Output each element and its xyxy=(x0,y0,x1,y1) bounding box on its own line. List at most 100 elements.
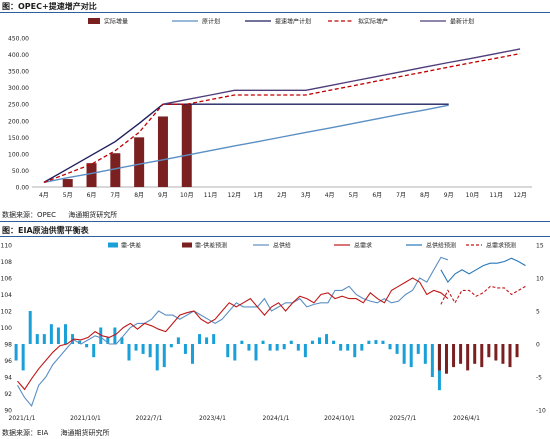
legend-label: 实际增量 xyxy=(104,18,128,26)
legend-label: 总供给预测 xyxy=(426,242,456,250)
legend-label: 总需求预测 xyxy=(486,242,516,250)
bar-series-0 xyxy=(63,324,67,344)
bar-series-1 xyxy=(515,344,519,358)
y-tick-label: 200.00 xyxy=(8,118,29,125)
bottom-header-rule xyxy=(0,236,550,237)
x-tick-label: 12月 xyxy=(513,192,527,199)
y-tick-label: 110 xyxy=(1,243,13,250)
bar-series-0 xyxy=(275,344,279,351)
bar-series-0 xyxy=(99,327,103,344)
x-tick-label: 8月 xyxy=(420,192,430,199)
bottom-source-label: 数据来源：EIA xyxy=(2,429,49,437)
bar-series-0 xyxy=(374,340,378,344)
bar-series-0 xyxy=(346,344,350,351)
eia-chart: 90 92 94 96 98 100 102 104 106 108 110 -10 -5 0 5 10 15 2… xyxy=(1,242,546,423)
bar-actual-increase xyxy=(110,153,121,187)
y-tick-label: 50.00 xyxy=(12,168,29,175)
x-tick-label: 2022/7/1 xyxy=(136,415,163,422)
x-tick-label: 1月 xyxy=(253,192,263,199)
line-series-1 xyxy=(43,104,449,184)
bar-series-0 xyxy=(120,337,124,344)
bar-series-1 xyxy=(480,344,484,368)
x-tick-label: 6月 xyxy=(87,192,97,199)
x-tick-label: 10月 xyxy=(466,192,480,199)
x-tick-label: 4月 xyxy=(39,192,49,199)
bar-series-0 xyxy=(28,311,32,344)
bar-series-0 xyxy=(416,344,420,354)
bar-series-0 xyxy=(296,344,300,351)
y2-tick-label: 5 xyxy=(536,309,540,316)
bar-series-1 xyxy=(452,344,456,368)
line-series-5 xyxy=(440,285,526,305)
top-title-rule xyxy=(0,12,550,13)
bar-actual-increase xyxy=(157,116,168,187)
x-tick-label: 11月 xyxy=(204,192,218,199)
top-source-label: 数据来源：OPEC xyxy=(2,211,57,219)
bar-series-0 xyxy=(430,344,434,377)
bar-series-0 xyxy=(113,327,117,344)
x-tick-label: 2026/4/1 xyxy=(453,415,480,422)
y-tick-label: 106 xyxy=(1,276,13,283)
bar-series-1 xyxy=(466,344,470,371)
x-tick-label: 12月 xyxy=(228,192,242,199)
bottom-source-org: 海通期货研究所 xyxy=(60,429,110,437)
y-tick-label: 100.00 xyxy=(8,151,29,158)
bar-series-0 xyxy=(42,334,46,344)
bar-series-0 xyxy=(268,344,272,351)
x-tick-label: 7月 xyxy=(396,192,406,199)
bar-series-0 xyxy=(317,337,321,344)
bar-series-0 xyxy=(85,344,89,348)
bar-series-0 xyxy=(332,340,336,344)
legend-label: 最新计划 xyxy=(450,18,474,26)
x-tick-label: 9月 xyxy=(444,192,454,199)
x-tick-label: 2025/7/1 xyxy=(390,415,417,422)
bar-series-0 xyxy=(339,344,343,351)
x-tick-label: 2021/10/1 xyxy=(70,415,101,422)
bar-series-0 xyxy=(240,340,244,344)
bar-series-1 xyxy=(459,344,463,364)
bar-series-0 xyxy=(367,340,371,344)
bar-series-0 xyxy=(402,344,406,364)
y2-tick-label: -5 xyxy=(536,375,542,382)
bar-series-1 xyxy=(508,344,512,368)
y-tick-label: 0.00 xyxy=(16,185,30,192)
bar-series-1 xyxy=(494,344,498,361)
bar-series-0 xyxy=(303,344,307,358)
y-tick-label: 250.00 xyxy=(8,102,29,109)
y-tick-label: 300.00 xyxy=(8,85,29,92)
legend-label: 需-供差预测 xyxy=(195,242,227,250)
bar-series-0 xyxy=(282,344,286,350)
y-tick-label: 92 xyxy=(4,391,12,398)
y2-tick-label: 0 xyxy=(536,342,540,349)
legend-label: 总供给 xyxy=(273,242,291,250)
y-tick-label: 98 xyxy=(4,342,12,349)
x-tick-label: 2021/1/1 xyxy=(9,415,36,422)
bar-series-0 xyxy=(56,327,60,344)
bar-series-0 xyxy=(261,340,265,344)
bar-series-0 xyxy=(198,334,202,344)
x-tick-label: 2024/10/1 xyxy=(324,415,355,422)
bar-series-0 xyxy=(254,344,258,361)
bar-series-0 xyxy=(162,344,166,368)
bar-series-0 xyxy=(127,344,131,361)
bottom-chart-title: 图：EIA原油供需平衡表 xyxy=(2,226,89,235)
legend-label: 提速增产计划 xyxy=(275,18,311,26)
legend-label: 原计划 xyxy=(202,18,220,26)
bar-series-0 xyxy=(71,334,75,344)
legend-label: 拟实际增产 xyxy=(358,18,388,26)
line-series-3 xyxy=(43,52,521,184)
line-series-2 xyxy=(43,103,449,184)
y-tick-label: 96 xyxy=(4,358,12,365)
y-tick-label: 104 xyxy=(1,292,13,299)
x-tick-label: 7月 xyxy=(110,192,120,199)
x-tick-label: 6月 xyxy=(372,192,382,199)
bar-series-0 xyxy=(409,344,413,368)
y2-tick-label: -10 xyxy=(536,408,546,415)
line-series-3 xyxy=(17,277,449,391)
bar-series-1 xyxy=(444,344,448,374)
bar-actual-increase xyxy=(134,137,145,187)
bar-series-0 xyxy=(212,334,216,344)
bar-series-0 xyxy=(325,334,329,344)
bar-series-0 xyxy=(388,344,392,350)
y-tick-label: 90 xyxy=(4,408,12,415)
